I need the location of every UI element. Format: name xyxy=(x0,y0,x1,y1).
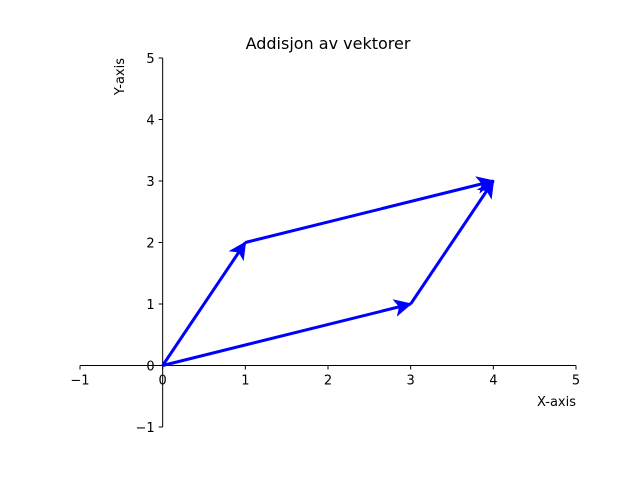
x-axis-label: X-axis xyxy=(537,395,576,410)
y-tick-label: 5 xyxy=(146,52,154,67)
x-tick-label: −1 xyxy=(70,374,89,389)
y-tick-label: 0 xyxy=(146,360,154,375)
tick-marks: −1 0 1 2 3 4 5 −1 0 1 2 3 4 5 xyxy=(70,52,580,436)
y-tick-label: 1 xyxy=(146,298,154,313)
x-tick-label: 3 xyxy=(407,374,415,389)
vector-arrow xyxy=(161,241,247,367)
vectors xyxy=(161,176,495,367)
vector-arrow xyxy=(409,179,495,305)
vector-arrow xyxy=(162,299,413,367)
y-tick-label: 3 xyxy=(146,175,154,190)
y-axis-label: Y-axis xyxy=(113,58,128,96)
y-tick-label: 4 xyxy=(146,114,154,129)
x-tick-label: 2 xyxy=(324,374,332,389)
y-tick-label: −1 xyxy=(135,421,154,436)
x-tick-label: 5 xyxy=(572,374,580,389)
vector-arrow xyxy=(244,176,495,244)
x-tick-label: 0 xyxy=(159,374,167,389)
x-tick-label: 1 xyxy=(241,374,249,389)
chart-title: Addisjon av vektorer xyxy=(246,34,411,53)
x-tick-label: 4 xyxy=(489,374,497,389)
y-tick-label: 2 xyxy=(146,237,154,252)
